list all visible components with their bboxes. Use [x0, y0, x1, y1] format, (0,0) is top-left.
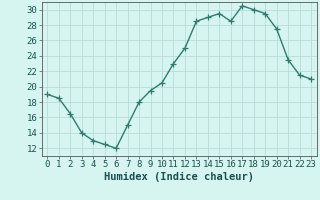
X-axis label: Humidex (Indice chaleur): Humidex (Indice chaleur)	[104, 172, 254, 182]
